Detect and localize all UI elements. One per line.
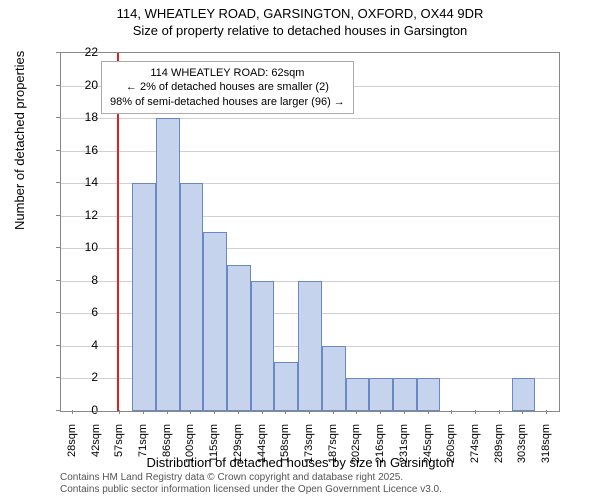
y-tick-label: 8	[68, 273, 98, 287]
y-tick-label: 22	[68, 45, 98, 59]
x-tick-label: 115sqm	[208, 424, 220, 474]
y-tick-mark	[56, 410, 60, 411]
histogram-bar	[227, 265, 251, 411]
histogram-bar	[274, 362, 298, 411]
chart-title: 114, WHEATLEY ROAD, GARSINGTON, OXFORD, …	[0, 0, 600, 40]
y-tick-mark	[56, 345, 60, 346]
plot-area: 114 WHEATLEY ROAD: 62sqm ← 2% of detache…	[60, 52, 560, 412]
x-tick-mark	[333, 410, 334, 414]
footer-line-2: Contains public sector information licen…	[60, 484, 442, 496]
x-tick-mark	[380, 410, 381, 414]
histogram-bar	[322, 346, 346, 411]
x-tick-mark	[285, 410, 286, 414]
legend-line-3: 98% of semi-detached houses are larger (…	[110, 95, 345, 109]
x-tick-label: 289sqm	[493, 424, 505, 474]
x-tick-mark	[309, 410, 310, 414]
y-tick-mark	[56, 377, 60, 378]
x-tick-label: 71sqm	[137, 424, 149, 474]
x-tick-label: 231sqm	[398, 424, 410, 474]
x-tick-mark	[428, 410, 429, 414]
x-tick-mark	[404, 410, 405, 414]
y-axis-label: Number of detached properties	[12, 51, 27, 230]
x-tick-label: 274sqm	[469, 424, 481, 474]
x-tick-label: 100sqm	[184, 424, 196, 474]
x-tick-label: 144sqm	[256, 424, 268, 474]
x-tick-mark	[451, 410, 452, 414]
y-tick-mark	[56, 247, 60, 248]
x-tick-label: 28sqm	[66, 424, 78, 474]
x-tick-mark	[499, 410, 500, 414]
title-line-2: Size of property relative to detached ho…	[0, 23, 600, 40]
legend-line-1: 114 WHEATLEY ROAD: 62sqm	[110, 66, 345, 80]
x-tick-label: 57sqm	[113, 424, 125, 474]
legend-line-2: ← 2% of detached houses are smaller (2)	[110, 80, 345, 94]
x-tick-mark	[522, 410, 523, 414]
x-tick-mark	[143, 410, 144, 414]
x-tick-label: 173sqm	[303, 424, 315, 474]
histogram-bar	[346, 378, 370, 411]
x-tick-mark	[72, 410, 73, 414]
y-tick-mark	[56, 215, 60, 216]
x-tick-mark	[238, 410, 239, 414]
y-tick-label: 4	[68, 338, 98, 352]
x-tick-label: 42sqm	[90, 424, 102, 474]
y-tick-label: 10	[68, 240, 98, 254]
histogram-bar	[132, 183, 156, 411]
y-tick-label: 12	[68, 208, 98, 222]
y-tick-mark	[56, 117, 60, 118]
x-tick-label: 245sqm	[422, 424, 434, 474]
histogram-bar	[369, 378, 393, 411]
histogram-bar	[203, 232, 227, 411]
y-tick-mark	[56, 312, 60, 313]
x-tick-mark	[190, 410, 191, 414]
histogram-bar	[180, 183, 204, 411]
x-tick-mark	[167, 410, 168, 414]
y-tick-mark	[56, 85, 60, 86]
x-tick-label: 318sqm	[540, 424, 552, 474]
y-tick-mark	[56, 52, 60, 53]
x-tick-label: 202sqm	[350, 424, 362, 474]
x-tick-mark	[262, 410, 263, 414]
x-tick-label: 187sqm	[327, 424, 339, 474]
title-line-1: 114, WHEATLEY ROAD, GARSINGTON, OXFORD, …	[0, 6, 600, 23]
x-tick-mark	[356, 410, 357, 414]
x-tick-mark	[214, 410, 215, 414]
footer-note: Contains HM Land Registry data © Crown c…	[60, 472, 442, 496]
x-tick-mark	[119, 410, 120, 414]
histogram-bar	[512, 378, 536, 411]
x-tick-label: 86sqm	[161, 424, 173, 474]
x-tick-label: 303sqm	[516, 424, 528, 474]
grid-line	[61, 151, 559, 152]
y-tick-mark	[56, 150, 60, 151]
y-tick-label: 14	[68, 175, 98, 189]
histogram-bar	[417, 378, 441, 411]
y-tick-mark	[56, 280, 60, 281]
legend-box: 114 WHEATLEY ROAD: 62sqm ← 2% of detache…	[101, 61, 354, 114]
x-tick-label: 129sqm	[232, 424, 244, 474]
y-tick-label: 6	[68, 305, 98, 319]
histogram-bar	[298, 281, 322, 411]
x-tick-label: 260sqm	[445, 424, 457, 474]
histogram-bar	[393, 378, 417, 411]
grid-line	[61, 118, 559, 119]
x-tick-label: 216sqm	[374, 424, 386, 474]
chart-container: 114, WHEATLEY ROAD, GARSINGTON, OXFORD, …	[0, 0, 600, 500]
x-tick-label: 158sqm	[279, 424, 291, 474]
y-tick-mark	[56, 182, 60, 183]
y-tick-label: 18	[68, 110, 98, 124]
x-tick-mark	[475, 410, 476, 414]
histogram-bar	[156, 118, 180, 411]
y-tick-label: 20	[68, 78, 98, 92]
x-tick-mark	[546, 410, 547, 414]
y-tick-label: 2	[68, 370, 98, 384]
histogram-bar	[251, 281, 275, 411]
x-tick-mark	[96, 410, 97, 414]
y-tick-label: 16	[68, 143, 98, 157]
